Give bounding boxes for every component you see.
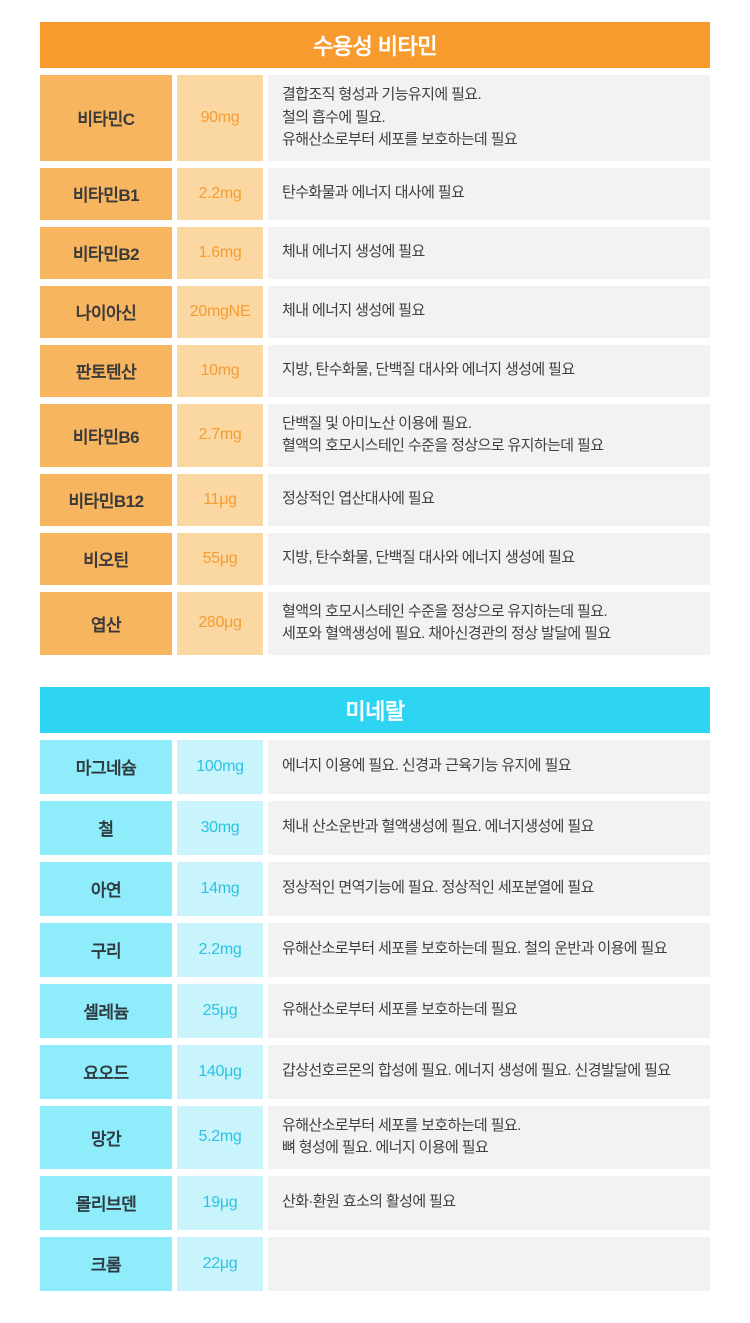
table-row: 비타민B1 2.2mg 탄수화물과 에너지 대사에 필요 [40,167,710,220]
table-row: 셀레늄 25μg 유해산소로부터 세포를 보호하는데 필요 [40,983,710,1038]
nutrient-amount-cell: 25μg [177,983,263,1038]
nutrient-description-cell: 산화·환원 효소의 활성에 필요 [268,1175,710,1230]
nutrient-description-cell: 결합조직 형성과 기능유지에 필요. 철의 흡수에 필요. 유해산소로부터 세포… [268,75,710,161]
nutrient-amount-cell: 140μg [177,1044,263,1099]
table-row: 요오드 140μg 갑상선호르몬의 합성에 필요. 에너지 생성에 필요. 신경… [40,1044,710,1099]
minerals-table-body: 마그네슘 100mg 에너지 이용에 필요. 신경과 근육기능 유지에 필요 철… [40,739,710,1291]
table-row: 몰리브덴 19μg 산화·환원 효소의 활성에 필요 [40,1175,710,1230]
nutrient-amount-cell: 20mgNE [177,285,263,338]
nutrient-description-cell [268,1236,710,1291]
table-row: 비타민B2 1.6mg 체내 에너지 생성에 필요 [40,226,710,279]
nutrient-name-cell: 철 [40,800,172,855]
nutrient-amount-cell: 100mg [177,739,263,794]
nutrient-name-cell: 판토텐산 [40,344,172,397]
nutrient-description-cell: 유해산소로부터 세포를 보호하는데 필요. 뼈 형성에 필요. 에너지 이용에 … [268,1105,710,1169]
nutrient-name-cell: 요오드 [40,1044,172,1099]
table-row: 비타민B12 11μg 정상적인 엽산대사에 필요 [40,473,710,526]
nutrient-amount-cell: 11μg [177,473,263,526]
nutrient-description-cell: 체내 산소운반과 혈액생성에 필요. 에너지생성에 필요 [268,800,710,855]
table-row: 엽산 280μg 혈액의 호모시스테인 수준을 정상으로 유지하는데 필요. 세… [40,591,710,655]
nutrient-description-cell: 유해산소로부터 세포를 보호하는데 필요. 철의 운반과 이용에 필요 [268,922,710,977]
nutrient-description-cell: 단백질 및 아미노산 이용에 필요. 혈액의 호모시스테인 수준을 정상으로 유… [268,403,710,467]
table-row: 나이아신 20mgNE 체내 에너지 생성에 필요 [40,285,710,338]
nutrient-name-cell: 비타민B1 [40,167,172,220]
nutrient-amount-cell: 90mg [177,75,263,161]
nutrient-description-cell: 지방, 탄수화물, 단백질 대사와 에너지 생성에 필요 [268,344,710,397]
nutrient-description-cell: 정상적인 면역기능에 필요. 정상적인 세포분열에 필요 [268,861,710,916]
nutrient-description-cell: 탄수화물과 에너지 대사에 필요 [268,167,710,220]
nutrient-description-cell: 유해산소로부터 세포를 보호하는데 필요 [268,983,710,1038]
nutrient-description-cell: 체내 에너지 생성에 필요 [268,285,710,338]
nutrient-description-cell: 지방, 탄수화물, 단백질 대사와 에너지 생성에 필요 [268,532,710,585]
nutrient-description-cell: 갑상선호르몬의 합성에 필요. 에너지 생성에 필요. 신경발달에 필요 [268,1044,710,1099]
table-row: 비오틴 55μg 지방, 탄수화물, 단백질 대사와 에너지 생성에 필요 [40,532,710,585]
nutrient-name-cell: 엽산 [40,591,172,655]
nutrient-name-cell: 비타민B2 [40,226,172,279]
nutrient-name-cell: 구리 [40,922,172,977]
nutrient-name-cell: 비타민B6 [40,403,172,467]
nutrient-name-cell: 비타민C [40,75,172,161]
nutrient-description-cell: 혈액의 호모시스테인 수준을 정상으로 유지하는데 필요. 세포와 혈액생성에 … [268,591,710,655]
nutrient-amount-cell: 30mg [177,800,263,855]
nutrient-description-cell: 에너지 이용에 필요. 신경과 근육기능 유지에 필요 [268,739,710,794]
nutrient-amount-cell: 55μg [177,532,263,585]
nutrient-amount-cell: 280μg [177,591,263,655]
nutrient-amount-cell: 2.2mg [177,167,263,220]
nutrient-name-cell: 크롬 [40,1236,172,1291]
nutrient-description-cell: 체내 에너지 생성에 필요 [268,226,710,279]
nutrient-amount-cell: 22μg [177,1236,263,1291]
table-row: 철 30mg 체내 산소운반과 혈액생성에 필요. 에너지생성에 필요 [40,800,710,855]
nutrient-amount-cell: 19μg [177,1175,263,1230]
table-row: 크롬 22μg [40,1236,710,1291]
nutrient-name-cell: 아연 [40,861,172,916]
vitamins-table-title: 수용성 비타민 [40,22,710,68]
vitamins-table-body: 비타민C 90mg 결합조직 형성과 기능유지에 필요. 철의 흡수에 필요. … [40,75,710,655]
table-row: 비타민B6 2.7mg 단백질 및 아미노산 이용에 필요. 혈액의 호모시스테… [40,403,710,467]
nutrient-name-cell: 몰리브덴 [40,1175,172,1230]
nutrient-amount-cell: 1.6mg [177,226,263,279]
nutrient-amount-cell: 2.2mg [177,922,263,977]
nutrient-amount-cell: 14mg [177,861,263,916]
nutrient-description-cell: 정상적인 엽산대사에 필요 [268,473,710,526]
nutrient-name-cell: 비오틴 [40,532,172,585]
minerals-table-title: 미네랄 [40,686,710,733]
nutrient-amount-cell: 5.2mg [177,1105,263,1169]
nutrient-name-cell: 비타민B12 [40,473,172,526]
table-row: 비타민C 90mg 결합조직 형성과 기능유지에 필요. 철의 흡수에 필요. … [40,75,710,161]
water-soluble-vitamins-table: 수용성 비타민 비타민C 90mg 결합조직 형성과 기능유지에 필요. 철의 … [40,22,710,655]
nutrient-name-cell: 나이아신 [40,285,172,338]
table-row: 판토텐산 10mg 지방, 탄수화물, 단백질 대사와 에너지 생성에 필요 [40,344,710,397]
nutrient-name-cell: 마그네슘 [40,739,172,794]
table-row: 구리 2.2mg 유해산소로부터 세포를 보호하는데 필요. 철의 운반과 이용… [40,922,710,977]
nutrient-name-cell: 망간 [40,1105,172,1169]
nutrient-amount-cell: 2.7mg [177,403,263,467]
table-row: 아연 14mg 정상적인 면역기능에 필요. 정상적인 세포분열에 필요 [40,861,710,916]
nutrient-name-cell: 셀레늄 [40,983,172,1038]
table-row: 마그네슘 100mg 에너지 이용에 필요. 신경과 근육기능 유지에 필요 [40,739,710,794]
minerals-table: 미네랄 마그네슘 100mg 에너지 이용에 필요. 신경과 근육기능 유지에 … [40,686,710,1291]
nutrient-amount-cell: 10mg [177,344,263,397]
table-row: 망간 5.2mg 유해산소로부터 세포를 보호하는데 필요. 뼈 형성에 필요.… [40,1105,710,1169]
